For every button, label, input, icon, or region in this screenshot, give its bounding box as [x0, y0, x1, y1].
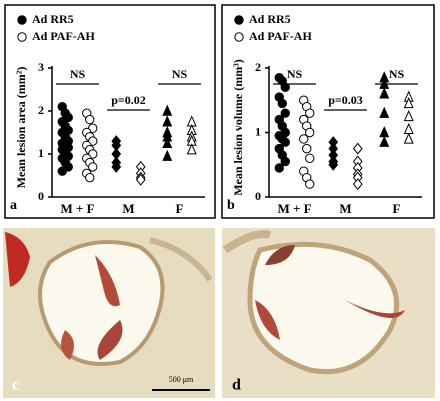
- panel-label: c: [12, 377, 19, 394]
- annotation: p=0.03: [328, 93, 363, 107]
- data-point: [403, 109, 414, 122]
- data-point: [379, 126, 390, 138]
- x-tick-label: M + F: [277, 201, 311, 216]
- y-axis-label: Mean lesion volume (mm³): [231, 59, 245, 196]
- data-point: [352, 142, 363, 155]
- annotation: NS: [172, 67, 188, 81]
- data-point: [162, 136, 173, 148]
- legend-label: Ad PAF-AH: [249, 29, 312, 43]
- data-point: [280, 137, 290, 147]
- data-point: [162, 115, 173, 127]
- x-tick-label: M: [339, 201, 351, 216]
- y-tick-label: 3: [38, 60, 44, 74]
- data-point: [162, 149, 173, 161]
- panel-frame: [221, 4, 435, 219]
- data-point: [186, 143, 197, 155]
- y-tick-label: 2: [38, 103, 44, 117]
- annotation: NS: [389, 67, 405, 81]
- legend-marker: [17, 32, 27, 42]
- y-tick-label: 0: [255, 189, 261, 203]
- micrograph-d: d: [222, 228, 435, 398]
- data-point: [379, 87, 390, 99]
- data-point: [280, 156, 290, 167]
- panel-label: a: [10, 198, 17, 213]
- y-tick-label: 0: [38, 189, 44, 203]
- data-point: [85, 114, 95, 125]
- data-point: [305, 127, 315, 138]
- x-tick-label: F: [393, 201, 401, 216]
- data-point: [352, 178, 363, 191]
- data-point: [135, 173, 146, 186]
- y-tick-label: 1: [38, 146, 44, 160]
- annotation: NS: [70, 67, 86, 81]
- data-point: [302, 143, 312, 154]
- legend-label: Ad PAF-AH: [32, 29, 95, 43]
- data-point: [403, 132, 414, 144]
- micrograph-c: c 500 μm: [3, 228, 215, 398]
- data-point: [299, 134, 309, 144]
- data-point: [305, 179, 315, 189]
- legend-marker: [17, 15, 27, 25]
- y-tick-label: 1: [255, 124, 261, 138]
- data-point: [379, 106, 390, 118]
- data-point: [277, 98, 287, 109]
- scale-bar-label: 500 μm: [169, 375, 194, 384]
- data-point: [274, 163, 284, 173]
- x-tick-label: M: [122, 201, 134, 216]
- data-point: [111, 160, 122, 173]
- annotation: NS: [287, 67, 303, 81]
- data-point: [88, 162, 98, 172]
- panel-frame: [4, 4, 216, 219]
- data-point: [162, 104, 173, 116]
- y-tick-label: 2: [255, 60, 261, 74]
- data-point: [280, 108, 290, 118]
- data-point: [305, 153, 315, 164]
- panel-label: d: [232, 377, 241, 394]
- data-point: [403, 97, 414, 109]
- panel-label: b: [227, 198, 235, 213]
- data-point: [403, 122, 414, 134]
- x-tick-label: M + F: [60, 201, 94, 216]
- data-point: [57, 166, 67, 176]
- y-axis-label: Mean lesion area (mm²): [14, 67, 28, 189]
- legend-marker: [234, 15, 244, 25]
- data-point: [280, 82, 290, 93]
- x-tick-label: F: [176, 201, 184, 216]
- annotation: p=0.02: [111, 93, 146, 107]
- data-point: [305, 108, 315, 118]
- data-point: [85, 172, 95, 183]
- data-point: [328, 158, 339, 171]
- data-point: [379, 135, 390, 147]
- legend-marker: [234, 32, 244, 42]
- legend-label: Ad RR5: [249, 12, 291, 26]
- legend-label: Ad RR5: [32, 12, 74, 26]
